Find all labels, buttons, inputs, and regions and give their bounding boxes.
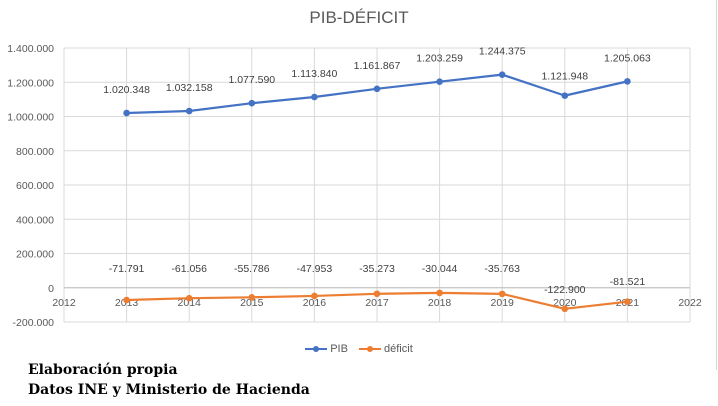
x-tick-label: 2019 xyxy=(491,297,515,309)
data-label: -81.521 xyxy=(610,276,646,288)
chart-title: PIB-DÉFICIT xyxy=(309,8,409,27)
footer-source-line-2: Datos INE y Ministerio de Hacienda xyxy=(28,382,310,398)
data-label: -71.791 xyxy=(109,263,145,275)
data-label: 1.161.867 xyxy=(354,60,401,72)
y-tick-label: 800.000 xyxy=(16,146,54,158)
y-tick-label: 0 xyxy=(48,283,54,295)
data-point xyxy=(248,294,256,301)
data-point xyxy=(561,305,569,313)
data-point xyxy=(373,290,381,298)
data-point xyxy=(185,294,193,302)
data-point xyxy=(123,296,130,304)
y-tick-label: 600.000 xyxy=(16,180,54,192)
data-label: 1.020.348 xyxy=(103,84,150,96)
data-point xyxy=(311,93,318,101)
data-point xyxy=(498,71,506,78)
data-point xyxy=(436,78,443,85)
data-label: -47.953 xyxy=(297,263,333,275)
x-tick-label: 2018 xyxy=(428,297,452,309)
y-tick-label: 200.000 xyxy=(16,249,54,261)
data-point xyxy=(561,92,569,99)
x-tick-label: 2017 xyxy=(365,297,389,309)
x-tick-label: 2016 xyxy=(303,297,327,309)
data-label: -35.763 xyxy=(484,263,520,275)
x-tick-label: 2022 xyxy=(678,297,702,309)
x-tick-label: 2014 xyxy=(178,297,202,309)
legend-item-deficit[interactable]: déficit xyxy=(359,343,413,355)
data-label: 1.205.063 xyxy=(604,52,651,64)
y-tick-label: 400.000 xyxy=(16,214,54,226)
y-tick-label: -200.000 xyxy=(13,317,55,329)
footer-source-line-1: Elaboración propia xyxy=(28,362,178,378)
data-label: -122.900 xyxy=(544,284,586,296)
y-tick-label: 1.200.000 xyxy=(7,77,54,89)
data-label: 1.113.840 xyxy=(291,68,337,80)
data-label: 1.121.948 xyxy=(541,71,588,83)
data-label: -35.273 xyxy=(359,263,395,275)
data-point xyxy=(498,290,506,298)
data-label: 1.032.158 xyxy=(166,82,213,94)
chart-border xyxy=(716,0,717,370)
data-label: 1.077.590 xyxy=(228,74,275,86)
legend-marker-pib xyxy=(305,346,328,352)
data-point xyxy=(373,85,381,93)
legend-item-pib[interactable]: PIB xyxy=(305,343,348,355)
data-label: -30.044 xyxy=(422,263,458,275)
legend-marker-deficit xyxy=(359,346,382,352)
data-point xyxy=(436,289,443,297)
y-tick-label: 1.400.000 xyxy=(7,43,54,55)
data-label: 1.244.375 xyxy=(479,46,526,58)
y-tick-label: 1.000.000 xyxy=(7,112,54,124)
data-label: -55.786 xyxy=(234,263,270,275)
data-label: 1.203.259 xyxy=(416,53,463,65)
legend-label-deficit: déficit xyxy=(384,343,413,355)
x-tick-label: 2015 xyxy=(240,297,264,309)
x-tick-label: 2020 xyxy=(553,297,577,309)
data-point xyxy=(185,107,193,115)
data-point xyxy=(624,298,631,306)
data-point xyxy=(248,99,256,107)
x-tick-label: 2012 xyxy=(52,297,76,309)
data-label: -61.056 xyxy=(171,263,207,275)
legend-label-pib: PIB xyxy=(330,343,348,355)
data-point xyxy=(311,292,318,300)
legend: PIB déficit xyxy=(0,341,718,355)
data-point xyxy=(624,78,631,85)
data-point xyxy=(123,109,130,117)
